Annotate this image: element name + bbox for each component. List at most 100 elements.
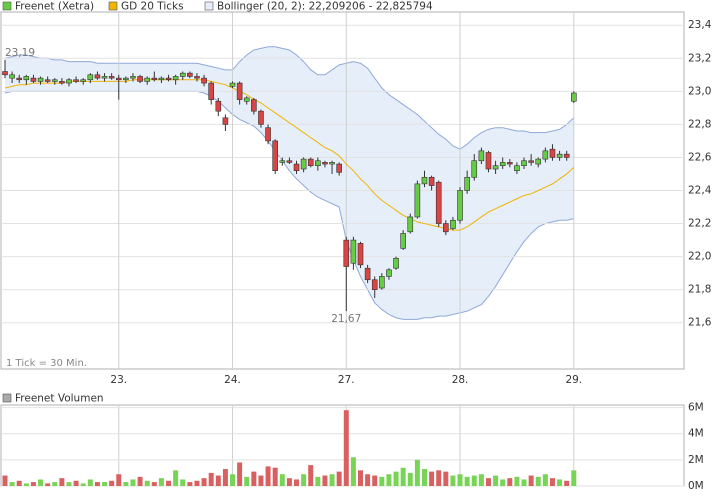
legend-swatch [108, 1, 118, 11]
volume-bar [336, 471, 342, 486]
y-tick-label: 2M [688, 454, 704, 466]
volume-bar [265, 466, 271, 486]
volume-bar [429, 471, 435, 486]
candle-body [87, 74, 94, 81]
y-tick-label: 22,6 [688, 151, 712, 163]
volume-bar [372, 475, 378, 486]
legend-label: Freenet (Xetra) [15, 1, 94, 13]
candle-body [59, 81, 65, 84]
y-tick-label: 22,8 [688, 118, 711, 130]
footnote: 1 Tick = 30 Min. [6, 358, 87, 369]
volume-bar [471, 475, 477, 486]
volume-bar [571, 470, 577, 486]
candle-body [450, 219, 456, 229]
candle-body [158, 77, 165, 81]
volume-bar [251, 471, 257, 486]
volume-bar [151, 482, 157, 486]
volume-bar [485, 478, 491, 486]
volume-bar [222, 469, 228, 486]
candle-body [364, 267, 371, 281]
y-tick-label: 22,2 [688, 218, 711, 230]
candle-body [499, 162, 506, 167]
volume-bar [450, 475, 456, 486]
candle-body [144, 77, 150, 82]
bollinger-upper [4, 46, 575, 150]
volume-bar [350, 457, 356, 486]
legend-label: Freenet Volumen [15, 393, 104, 405]
volume-bar [158, 478, 164, 486]
candle-body [521, 160, 527, 167]
candle-body [393, 257, 399, 269]
volume-bar [549, 478, 555, 486]
candle-body [165, 77, 172, 81]
candle-body [2, 71, 8, 76]
volume-bar [414, 459, 420, 486]
y-tick-label: 23,4 [688, 19, 712, 31]
volume-bar [258, 475, 264, 486]
candle-body [73, 79, 79, 82]
candle-body [371, 279, 378, 290]
volume-bar [308, 465, 314, 486]
candle-body [428, 176, 435, 186]
candle-body [414, 183, 421, 218]
candle-body [478, 150, 485, 162]
legend-swatch [2, 393, 12, 403]
candle-body [172, 76, 179, 81]
volume-bar [329, 474, 335, 486]
candle-body [243, 97, 250, 102]
volume-bar [237, 462, 243, 486]
volume-bar [52, 482, 58, 486]
candle-body [201, 77, 207, 84]
volume-bar [9, 482, 15, 486]
candle-body [208, 82, 214, 100]
candle-body [80, 79, 87, 82]
y-tick-label: 22,4 [688, 185, 712, 197]
volume-bar [208, 472, 214, 486]
candle-body [123, 77, 129, 81]
volume-bar [272, 467, 278, 486]
candle-body [258, 110, 264, 125]
x-tick-label: 29. [565, 374, 582, 386]
legend-label: Bollinger (20, 2): 22,209206 - 22,825794 [217, 1, 433, 13]
volume-bar [187, 482, 193, 486]
y-tick-label: 4M [688, 428, 704, 440]
volume-bar [215, 475, 221, 486]
volume-bar [16, 480, 22, 486]
candle-body [115, 77, 122, 81]
volume-bar [322, 475, 328, 486]
volume-bar [80, 483, 86, 486]
volume-bar [500, 479, 506, 486]
volume-bar [564, 480, 570, 486]
candle-body [265, 127, 271, 142]
volume-bar [244, 476, 250, 486]
candle-body [108, 76, 115, 79]
candle-body [556, 153, 563, 158]
candle-body [222, 117, 229, 125]
candle-body [101, 76, 108, 79]
x-tick-label: 28. [452, 374, 469, 386]
candle-body [435, 181, 442, 224]
volume-bar [400, 467, 406, 486]
x-tick-label: 24. [224, 374, 241, 386]
annotation: 23,19 [5, 47, 35, 59]
volume-bar [301, 474, 307, 486]
volume-bar [315, 476, 321, 486]
candle-body [37, 77, 44, 82]
volume-bar [528, 475, 534, 486]
candle-body [421, 176, 428, 185]
volume-bar [87, 479, 93, 486]
y-tick-label: 22,0 [688, 251, 711, 263]
volume-bar [514, 476, 520, 486]
candle-body [229, 82, 236, 87]
candle-body [251, 99, 257, 112]
candle-body [315, 160, 321, 167]
volume-bar [507, 478, 513, 486]
volume-bar [493, 475, 499, 486]
candle-body [9, 74, 15, 79]
candle-body [307, 158, 314, 167]
candle-body [272, 140, 278, 171]
volume-bar [478, 474, 484, 486]
legend-label: GD 20 Ticks [121, 1, 184, 13]
